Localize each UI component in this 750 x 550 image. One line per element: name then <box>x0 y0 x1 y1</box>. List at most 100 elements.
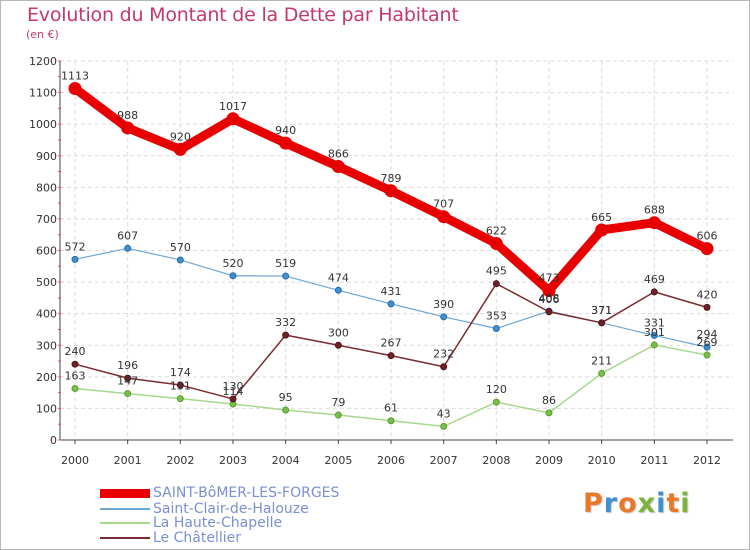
logo-letter: i <box>656 488 667 519</box>
data-label: 622 <box>486 225 507 238</box>
series-0-point <box>647 216 661 230</box>
y-tick-label: 1000 <box>29 118 57 131</box>
series-1-point <box>650 331 658 339</box>
series-1-point <box>176 256 184 264</box>
series-1-point <box>71 255 79 263</box>
series-0-point <box>121 121 135 135</box>
logo-letter: t <box>666 488 681 519</box>
data-label: 606 <box>697 230 718 243</box>
chart-unit: (en €) <box>26 28 59 41</box>
data-label: 473 <box>539 272 560 285</box>
data-label: 267 <box>381 337 402 350</box>
data-label: 95 <box>279 391 293 404</box>
series-3-point <box>545 308 553 316</box>
series-3-point <box>124 374 132 382</box>
legend-label: Le Châtellier <box>153 530 241 546</box>
data-label: 43 <box>437 407 451 420</box>
legend-label: SAINT-BôMER-LES-FORGES <box>153 485 340 501</box>
legend-swatch <box>100 488 150 498</box>
series-2-point <box>598 369 606 377</box>
data-label: 331 <box>644 316 665 329</box>
series-3-point <box>176 381 184 389</box>
series-1-point <box>229 272 237 280</box>
data-label: 665 <box>591 211 612 224</box>
data-label: 371 <box>591 304 612 317</box>
data-label: 269 <box>697 336 718 349</box>
data-label: 474 <box>328 271 349 284</box>
data-label: 196 <box>117 359 138 372</box>
data-label: 120 <box>486 383 507 396</box>
series-3-point <box>387 352 395 360</box>
legend-item-saint-bomer: SAINT-BôMER-LES-FORGES <box>100 485 339 501</box>
y-tick-label: 900 <box>36 150 57 163</box>
legend-label: Saint-Clair-de-Halouze <box>153 501 309 517</box>
y-tick-label: 300 <box>36 339 57 352</box>
data-label: 1113 <box>61 69 89 82</box>
legend-item-la-haute-chapelle: La Haute-Chapelle <box>100 515 282 531</box>
series-3-point <box>229 395 237 403</box>
series-2-point <box>440 422 448 430</box>
y-tick-label: 400 <box>36 308 57 321</box>
y-tick-label: 600 <box>36 245 57 258</box>
y-tick-label: 700 <box>36 213 57 226</box>
data-label: 495 <box>486 265 507 278</box>
data-label: 211 <box>591 354 612 367</box>
series-0-point <box>384 184 398 198</box>
series-3-point <box>334 341 342 349</box>
series-2-point <box>124 390 132 398</box>
data-label: 940 <box>275 124 296 137</box>
legend-item-saint-clair: Saint-Clair-de-Halouze <box>100 501 309 517</box>
y-tick-label: 500 <box>36 276 57 289</box>
x-tick-label: 2004 <box>272 454 300 467</box>
series-1-point <box>334 286 342 294</box>
x-tick-label: 2008 <box>482 454 510 467</box>
y-tick-label: 0 <box>50 434 57 447</box>
data-label: 131 <box>170 380 191 393</box>
logo-letter: o <box>618 488 638 519</box>
data-label: 688 <box>644 204 665 217</box>
data-label: 431 <box>381 285 402 298</box>
series-3-point <box>492 280 500 288</box>
series-2-point <box>334 411 342 419</box>
logo-letter: x <box>637 488 657 519</box>
data-label: 1017 <box>219 100 247 113</box>
series-3-point <box>71 360 79 368</box>
series-0-point <box>489 237 503 251</box>
legend-swatch <box>100 508 150 510</box>
series-2-point <box>176 395 184 403</box>
data-label: 607 <box>117 229 138 242</box>
series-0-point <box>173 142 187 156</box>
x-tick-label: 2009 <box>535 454 563 467</box>
data-label: 174 <box>170 366 191 379</box>
data-label: 520 <box>223 257 244 270</box>
series-3-point <box>598 319 606 327</box>
data-label: 240 <box>65 345 86 358</box>
data-label: 390 <box>433 298 454 311</box>
data-label: 866 <box>328 147 349 160</box>
series-0-point <box>331 159 345 173</box>
series-0-point <box>595 223 609 237</box>
y-tick-label: 1200 <box>29 55 57 68</box>
x-tick-label: 2002 <box>166 454 194 467</box>
data-label: 519 <box>275 257 296 270</box>
data-label: 61 <box>384 402 398 415</box>
x-tick-label: 2001 <box>114 454 142 467</box>
x-tick-label: 2000 <box>61 454 89 467</box>
series-0-point <box>437 210 451 224</box>
data-label: 988 <box>117 109 138 122</box>
legend-item-le-chatellier: Le Châtellier <box>100 530 241 546</box>
series-3-point <box>282 331 290 339</box>
data-label: 789 <box>381 172 402 185</box>
series-2-point <box>545 409 553 417</box>
data-label: 469 <box>644 273 665 286</box>
data-label: 572 <box>65 240 86 253</box>
series-0-point <box>68 81 82 95</box>
legend-swatch <box>100 522 150 524</box>
series-2-point <box>71 385 79 393</box>
data-label: 406 <box>539 293 560 306</box>
data-label: 86 <box>542 394 556 407</box>
proxiti-logo: Proxiti <box>583 488 691 519</box>
legend-label: La Haute-Chapelle <box>153 515 283 531</box>
data-label: 332 <box>275 316 296 329</box>
